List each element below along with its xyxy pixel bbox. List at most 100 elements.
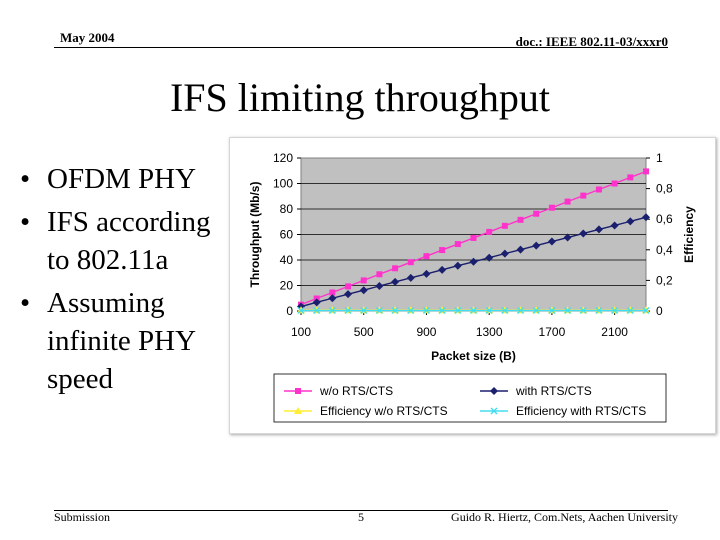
y-axis-title: Throughput (Mb/s): [248, 182, 262, 288]
data-point: [391, 307, 399, 315]
data-point: [423, 253, 430, 260]
x-marker-stroke: [611, 307, 619, 315]
data-point: [548, 307, 556, 315]
data-point: [375, 282, 384, 291]
data-point: [360, 307, 368, 315]
x-tick-label: 900: [416, 325, 436, 339]
bullet-item: OFDM PHY: [20, 160, 240, 198]
header-divider: [54, 47, 668, 48]
data-point: [517, 307, 525, 315]
x-tick-label: 2100: [601, 325, 628, 339]
legend-label: w/o RTS/CTS: [319, 384, 393, 398]
data-point: [533, 210, 540, 217]
data-point: [312, 298, 321, 307]
data-point: [486, 228, 493, 235]
x-marker-stroke: [517, 307, 525, 315]
data-point: [328, 294, 337, 303]
data-point: [375, 307, 383, 315]
data-point: [439, 247, 446, 254]
data-point: [580, 192, 587, 199]
data-point: [407, 259, 414, 266]
x-marker-stroke: [375, 307, 383, 315]
data-point: [517, 216, 524, 223]
y-tick-label: 60: [280, 228, 294, 242]
x-marker-stroke: [548, 307, 556, 315]
x-tick-label: 100: [291, 325, 311, 339]
x-tick-label: 1700: [539, 325, 566, 339]
data-point: [422, 269, 431, 278]
y-tick-label: 120: [273, 151, 293, 165]
data-point: [453, 261, 462, 270]
data-point: [345, 283, 352, 290]
y-tick-label: 20: [280, 279, 294, 293]
y-tick-label: 80: [280, 202, 294, 216]
slide-title: IFS limiting throughput: [169, 75, 551, 120]
x-tick-label: 1300: [476, 325, 503, 339]
data-point: [611, 180, 618, 187]
data-point: [500, 249, 509, 258]
throughput-chart: 0 20 40 60 80 100 120 0 0,2 0,4 0,6 0,8 1 100 500 900 13…: [248, 151, 696, 423]
data-point: [359, 286, 368, 295]
data-point: [532, 241, 541, 250]
data-point: [469, 257, 478, 266]
x-marker-stroke: [579, 307, 587, 315]
data-point: [360, 277, 367, 284]
x-marker-stroke: [438, 307, 446, 315]
header-date: May 2004: [60, 30, 115, 45]
data-point: [344, 290, 353, 299]
data-point: [407, 307, 415, 315]
x-marker-stroke: [642, 307, 650, 315]
data-point: [470, 307, 477, 315]
footer-submission: Submission: [54, 510, 111, 524]
bullet-list: OFDM PHY IFS according to 802.11a Assumi…: [20, 160, 240, 403]
x-marker-stroke: [297, 307, 305, 315]
x-marker-stroke: [328, 307, 336, 315]
x-marker-stroke: [485, 307, 493, 315]
bullet-item: Assuming infinite PHY speed: [20, 284, 240, 398]
x-marker-stroke: [626, 307, 634, 315]
data-point: [344, 307, 352, 315]
data-point: [454, 307, 462, 315]
footer-divider: [54, 510, 668, 511]
data-point: [548, 204, 555, 211]
y2-tick-label: 0,8: [656, 182, 673, 196]
data-point: [627, 174, 634, 181]
x-marker-stroke: [407, 307, 415, 315]
x-marker-stroke: [313, 307, 321, 315]
data-point: [406, 273, 415, 282]
data-point: [454, 241, 461, 248]
x-axis-title: Packet size (B): [431, 349, 516, 363]
data-point: [563, 233, 572, 242]
legend-marker: [490, 387, 498, 395]
x-marker-stroke: [490, 407, 498, 415]
y2-axis-title: Efficiency: [682, 206, 696, 263]
data-point: [579, 307, 587, 315]
data-point: [547, 237, 556, 246]
bullet-item: IFS according to 802.11a: [20, 203, 240, 279]
legend-label: Efficiency w/o RTS/CTS: [320, 404, 448, 418]
data-point: [610, 221, 619, 230]
data-point: [501, 307, 509, 315]
data-point: [564, 307, 572, 315]
y2-tick-label: 0,4: [656, 243, 673, 257]
x-marker-stroke: [391, 307, 399, 315]
data-point: [329, 289, 336, 296]
data-point: [611, 307, 619, 315]
legend-marker: [294, 407, 302, 414]
data-point: [313, 307, 321, 315]
data-point: [470, 234, 477, 241]
x-marker-stroke: [422, 307, 430, 315]
data-point: [579, 229, 588, 238]
x-marker-stroke: [501, 307, 509, 315]
data-point: [626, 307, 634, 315]
header-doc-id: doc.: IEEE 802.11-03/xxxr0: [515, 34, 668, 49]
data-point: [376, 271, 383, 278]
x-marker-stroke: [532, 307, 540, 315]
legend-label: Efficiency with RTS/CTS: [516, 404, 646, 418]
data-point: [642, 213, 650, 222]
legend-marker: [295, 388, 301, 394]
data-point: [626, 217, 635, 226]
footer-page-number: 5: [358, 510, 364, 524]
x-tick-label: 500: [354, 325, 374, 339]
data-point: [595, 307, 603, 315]
